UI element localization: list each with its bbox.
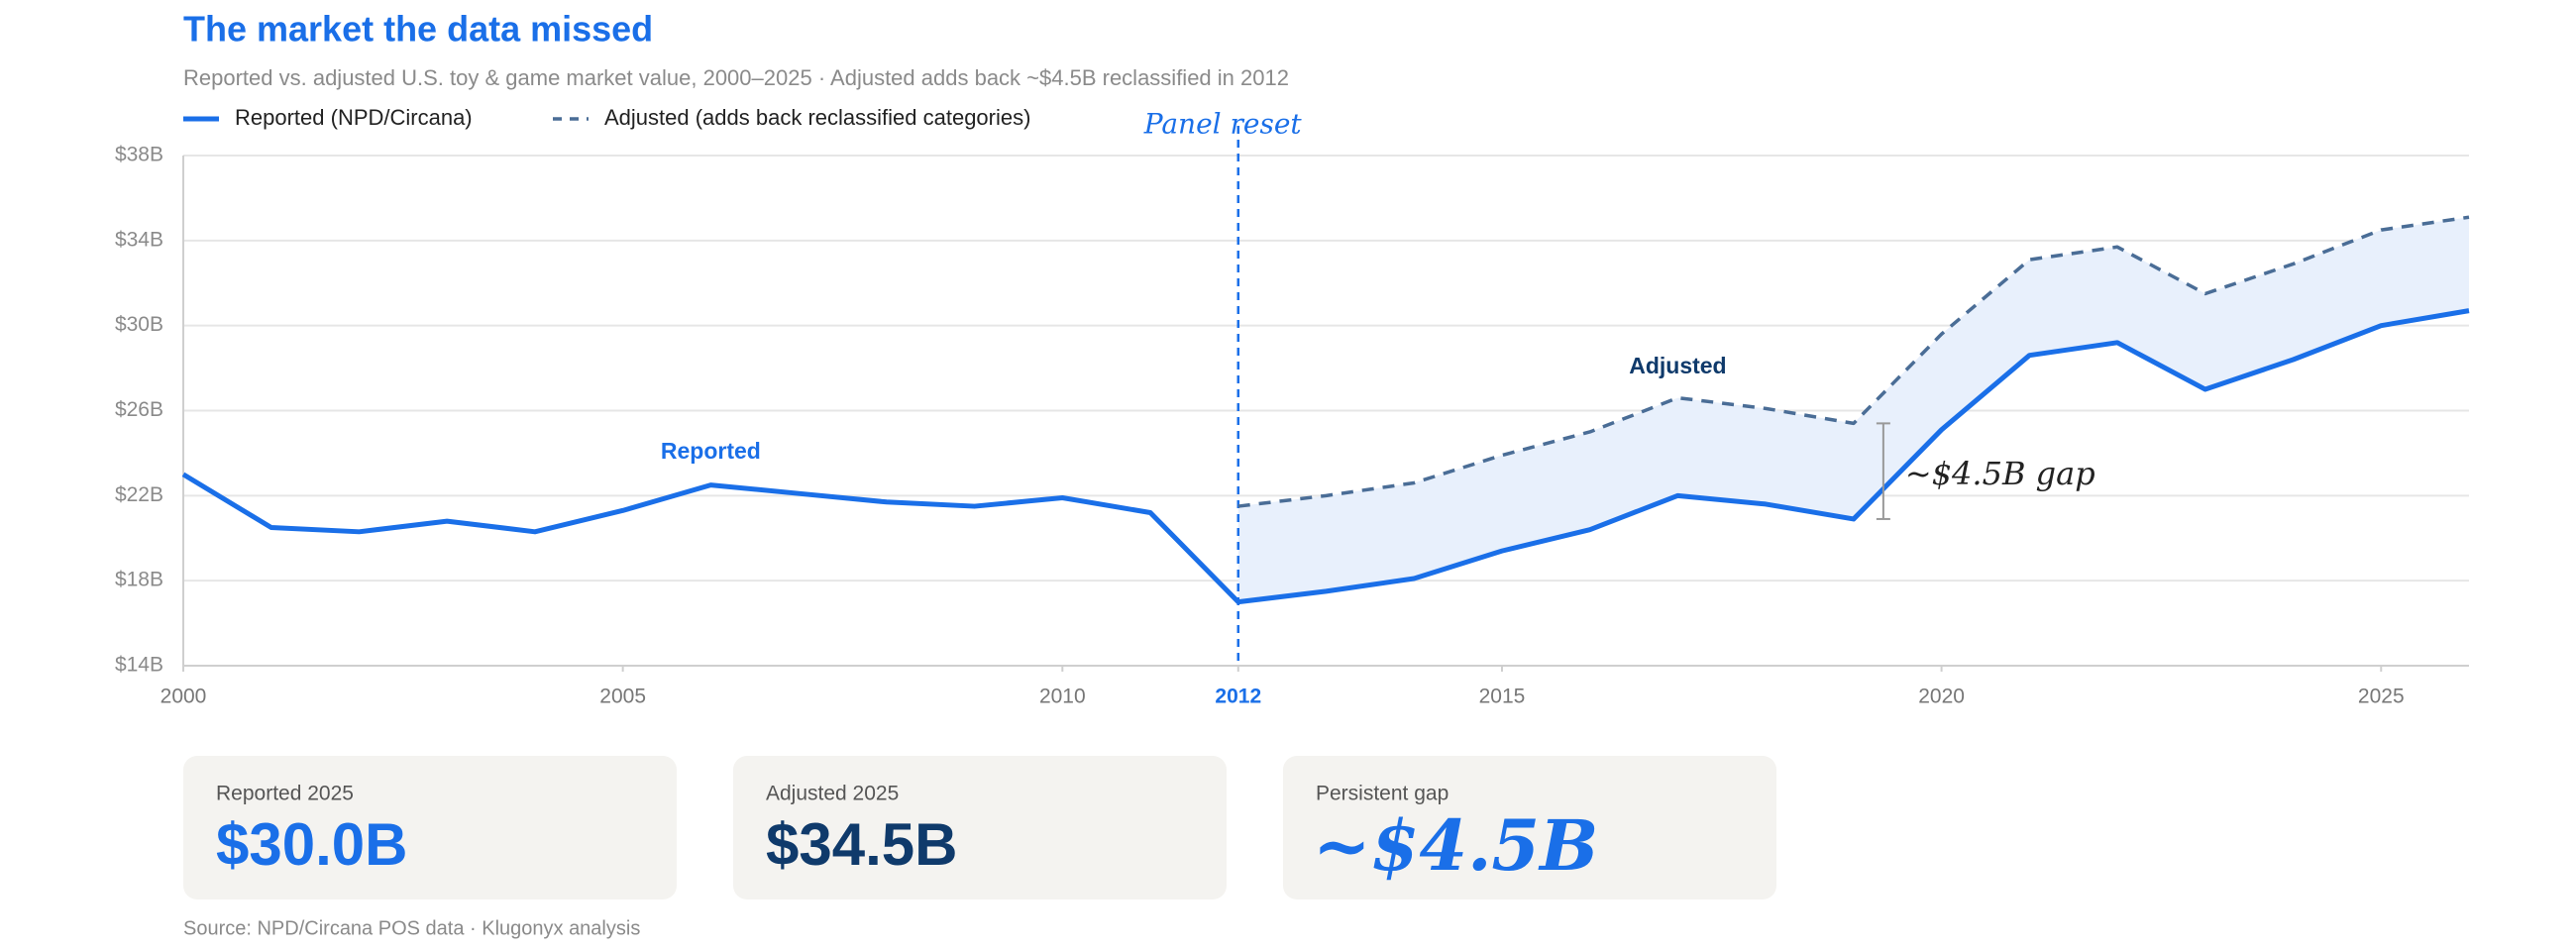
x-tick-label: 2020 — [1918, 686, 1965, 708]
card-value: $30.0B — [216, 811, 407, 878]
chart-subtitle: Reported vs. adjusted U.S. toy & game ma… — [183, 65, 1289, 90]
y-tick-label: $38B — [115, 144, 163, 166]
y-tick-label: $22B — [115, 483, 163, 506]
chart-title: The market the data missed — [183, 9, 653, 50]
annotation: Reported — [661, 438, 761, 464]
card-value: ~$4.5B — [1313, 804, 1598, 887]
series-line — [181, 308, 2470, 605]
annotation: Adjusted — [1629, 353, 1726, 378]
source: Source: NPD/Circana POS data · Klugonyx … — [183, 917, 640, 939]
card-value: $34.5B — [766, 811, 957, 878]
card-label: Adjusted 2025 — [766, 783, 899, 805]
card — [1283, 756, 1776, 899]
card-label: Persistent gap — [1316, 783, 1449, 805]
card — [733, 756, 1227, 899]
x-tick-label: 2010 — [1039, 686, 1086, 708]
legend-label: Adjusted (adds back reclassified categor… — [604, 105, 1030, 130]
x-tick-label: 2012 — [1215, 686, 1261, 708]
series-line — [1237, 215, 2470, 508]
annotation: ~$4.5B gap — [1905, 455, 2095, 492]
x-tick-label: 2015 — [1479, 686, 1526, 708]
y-tick-label: $18B — [115, 569, 163, 591]
card — [183, 756, 677, 899]
x-tick-label: 2005 — [599, 686, 646, 708]
gap-area — [1237, 217, 2469, 602]
annotation: Panel reset — [1143, 108, 1303, 141]
card-label: Reported 2025 — [216, 783, 354, 805]
y-tick-label: $26B — [115, 398, 163, 421]
x-tick-label: 2000 — [161, 686, 207, 708]
cards: Reported 2025 $30.0B Adjusted 2025 $34.5… — [183, 756, 1776, 899]
legend-label: Reported (NPD/Circana) — [235, 105, 473, 130]
y-tick-label: $14B — [115, 654, 163, 677]
y-tick-label: $30B — [115, 313, 163, 336]
x-tick-label: 2025 — [2358, 686, 2405, 708]
y-tick-label: $34B — [115, 228, 163, 251]
